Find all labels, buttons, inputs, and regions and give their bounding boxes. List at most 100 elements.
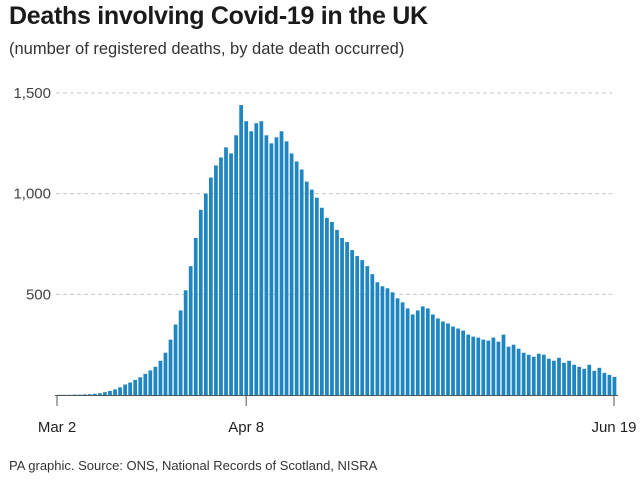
x-tick-label: Jun 19 (591, 419, 636, 436)
bar (451, 326, 455, 395)
bar (461, 330, 465, 395)
bar (491, 337, 496, 395)
source-note: PA graphic. Source: ONS, National Record… (9, 458, 378, 473)
bar (562, 362, 566, 395)
bar (229, 153, 233, 395)
bar (325, 217, 329, 395)
bar (612, 376, 617, 395)
bar (108, 390, 112, 395)
tick-labels: 500 1,000 1,500 Mar 2 Apr 8 Jun 19 (13, 85, 636, 436)
y-tick-label: 1,500 (13, 85, 51, 102)
bar (496, 341, 501, 395)
bar (269, 143, 274, 395)
bar (340, 237, 344, 395)
bar (319, 207, 324, 395)
bar (552, 360, 556, 395)
bar (557, 357, 561, 395)
bar (355, 256, 360, 395)
bar (138, 377, 143, 395)
bar (254, 123, 259, 395)
bar (249, 131, 254, 395)
x-tick-label: Mar 2 (38, 419, 76, 436)
bar (350, 250, 355, 395)
bar (441, 321, 445, 395)
bar (193, 237, 198, 395)
bar (380, 286, 385, 395)
bar (219, 157, 223, 395)
bar (168, 339, 173, 395)
bar (153, 366, 158, 395)
x-tick-label: Apr 8 (228, 419, 264, 436)
bar (400, 302, 405, 395)
bar (148, 370, 153, 395)
bar (597, 367, 602, 395)
bar (264, 135, 269, 395)
bar (143, 373, 148, 395)
chart-subtitle: (number of registered deaths, by date de… (9, 40, 405, 58)
bar (466, 334, 471, 395)
bar (375, 282, 380, 395)
bar (118, 387, 122, 395)
bar (335, 229, 339, 395)
bar (279, 131, 284, 395)
bar (158, 360, 163, 395)
bar (133, 379, 138, 395)
bar (309, 189, 314, 395)
chart-title: Deaths involving Covid-19 in the UK (9, 2, 428, 30)
bar (173, 324, 178, 395)
bar (471, 336, 476, 395)
bar (572, 364, 576, 395)
bar (481, 339, 486, 395)
bar (425, 308, 430, 395)
bar (395, 298, 400, 395)
bar (526, 354, 531, 395)
bar (501, 334, 506, 395)
bar (360, 260, 365, 395)
bar (511, 344, 516, 395)
bar (567, 360, 571, 395)
bar (531, 356, 536, 395)
bar (541, 354, 546, 395)
bar (314, 197, 319, 395)
bar (259, 121, 264, 395)
bar (345, 241, 349, 395)
bar (536, 353, 541, 395)
bar (602, 372, 607, 395)
bar (486, 340, 491, 395)
bar (405, 308, 410, 395)
bar (103, 392, 107, 395)
bar (77, 394, 82, 396)
bar (390, 292, 395, 395)
bar (178, 310, 183, 395)
bar (516, 348, 521, 395)
bar (415, 310, 420, 395)
bar (113, 389, 117, 395)
bar (410, 314, 415, 395)
bar (234, 135, 238, 395)
bars (57, 105, 617, 396)
bar (430, 314, 435, 395)
bar (289, 153, 294, 395)
bar (476, 337, 481, 395)
bar (587, 364, 592, 395)
bar (330, 221, 334, 395)
bar (607, 374, 612, 395)
bar (163, 352, 168, 395)
bar (87, 394, 92, 395)
bar (188, 266, 193, 395)
bar (299, 169, 304, 395)
bar (294, 161, 299, 395)
bar (274, 137, 279, 396)
bar (123, 384, 127, 395)
bar (385, 288, 390, 395)
bar (304, 181, 309, 395)
bar (98, 393, 102, 395)
y-tick-label: 1,000 (13, 186, 51, 203)
bar (128, 382, 133, 395)
bar (244, 121, 249, 395)
bar (92, 393, 97, 395)
bar (183, 290, 188, 395)
bar (436, 318, 440, 395)
bar (224, 147, 228, 395)
y-tick-label: 500 (26, 286, 51, 303)
